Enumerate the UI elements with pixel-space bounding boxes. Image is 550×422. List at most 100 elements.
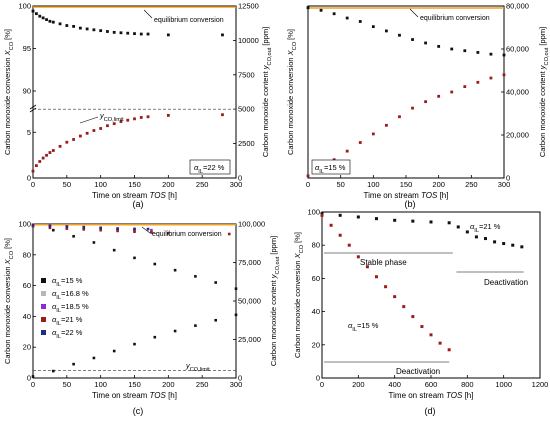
data-point [345, 16, 349, 20]
data-point [133, 32, 136, 36]
data-point [320, 213, 324, 217]
data-point [51, 149, 55, 152]
x-tick-label: 150 [128, 380, 141, 389]
y-right-tick-label: 10000 [238, 36, 259, 45]
panel-b: 0 50 100 150 200 250 300020,00040,00060,00080,… [286, 2, 550, 210]
data-point [371, 25, 375, 29]
data-point [438, 341, 442, 345]
annotation-pointer [143, 9, 153, 19]
y-axis-label-right: Carbon monoxide content yCO,out [ppm] [269, 236, 281, 366]
y-axis-label-right: Carbon monoxide content yCO,out [ppm] [538, 27, 550, 157]
data-point [58, 144, 62, 148]
data-point [65, 140, 69, 144]
data-point [45, 153, 48, 157]
data-point [332, 12, 336, 16]
legend-swatch [41, 304, 46, 309]
legend-label: αIL=22 % [52, 328, 83, 340]
x-tick-label: 250 [196, 180, 209, 189]
data-point [234, 313, 238, 317]
y-axis-label-right: Carbon monoxide content yCO,out [ppm] [261, 27, 273, 157]
data-point [450, 47, 454, 51]
legend-swatch [41, 278, 46, 283]
data-point [45, 18, 48, 21]
data-point [72, 235, 75, 238]
y-tick-label: 60 [23, 281, 31, 290]
data-point [112, 248, 116, 252]
data-point [34, 164, 38, 168]
annotation: equilibrium conversion [420, 15, 490, 22]
data-point [385, 123, 388, 127]
panel-label: (b) [405, 199, 416, 209]
y-axis-label-left: Carbon monoxide conversion XCO [%] [3, 238, 15, 364]
data-point [474, 235, 478, 239]
x-tick-label: 100 [94, 380, 107, 389]
data-point [133, 256, 136, 260]
data-point [72, 25, 75, 28]
panel-d: 0 200 400 600 800 1000 1200 0 20 40 60 80 100 αIL=21 … [293, 208, 548, 417]
data-point [153, 335, 157, 339]
data-point [221, 33, 224, 37]
data-point [234, 287, 238, 290]
data-point [139, 116, 143, 119]
y-axis-label-left: Carbon monoxide conversion XCO [%] [3, 29, 15, 155]
data-point [112, 349, 116, 353]
x-tick-label: 250 [196, 380, 209, 389]
data-point [72, 362, 75, 366]
data-point [72, 138, 75, 141]
data-point [489, 76, 493, 80]
panel-c: 0 50 100 150 200 250 300020406080100025,00050,… [3, 220, 281, 417]
data-point [437, 94, 441, 98]
data-point [82, 228, 86, 231]
data-point [356, 255, 360, 259]
data-point [41, 16, 45, 20]
data-point [106, 124, 109, 128]
annotation: yCO,limit [99, 111, 124, 123]
data-point [173, 329, 177, 333]
y-tick-label: 100 [18, 220, 31, 229]
data-point [511, 243, 515, 247]
annotation: αIL=15 % [315, 163, 346, 175]
data-point [31, 375, 35, 378]
data-point [65, 24, 69, 27]
data-point [424, 100, 427, 104]
x-axis-label: Time on stream TOS [h] [92, 391, 177, 400]
data-point [146, 227, 150, 231]
data-point [398, 33, 401, 37]
data-point [139, 32, 143, 36]
y-tick-label: 20 [312, 340, 320, 349]
data-point [38, 160, 42, 163]
data-point [78, 26, 82, 30]
legend-label: αIL=16.8 % [52, 289, 89, 301]
data-point [385, 29, 388, 33]
y-right-tick-label: 7500 [238, 70, 255, 79]
legend-label: αIL=21 % [52, 315, 83, 327]
x-tick-label: 300 [230, 180, 243, 189]
data-point [411, 38, 414, 41]
data-point [402, 305, 406, 309]
y-right-tick-label: 2500 [238, 139, 255, 148]
panel-label: (c) [133, 406, 144, 416]
data-point [116, 229, 119, 233]
x-tick-label: 50 [336, 180, 344, 189]
x-tick-label: 800 [461, 380, 474, 389]
x-tick-label: 0 [31, 180, 35, 189]
annotation: yCO,limit [185, 361, 210, 373]
data-point [52, 228, 55, 232]
x-tick-label: 50 [63, 180, 71, 189]
data-point [306, 6, 310, 10]
x-tick-label: 0 [31, 380, 35, 389]
data-point [358, 141, 362, 144]
data-point [437, 45, 441, 48]
annotation: Deactivation [484, 278, 528, 287]
data-point [65, 225, 69, 229]
data-point [51, 20, 55, 24]
data-point [99, 127, 103, 130]
x-tick-label: 100 [94, 180, 107, 189]
y-axis-label-left: Carbon monoxide conversion XCO [%] [286, 29, 298, 155]
legend-swatch [41, 317, 46, 322]
data-point [476, 51, 480, 54]
data-point [227, 232, 231, 236]
y-right-tick-label: 20,000 [506, 131, 529, 140]
data-point [424, 41, 427, 45]
